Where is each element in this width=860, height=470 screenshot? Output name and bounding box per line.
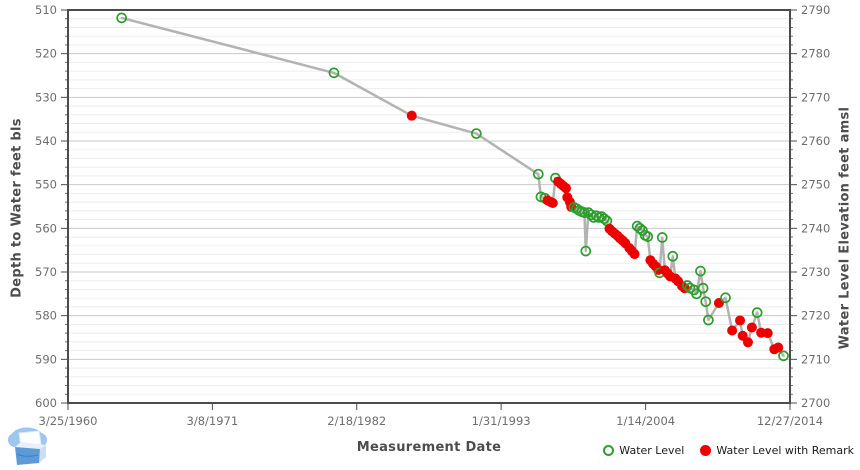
y-axis-left-tick-label: 600	[35, 396, 57, 410]
data-point-with-remark[interactable]	[742, 337, 753, 348]
y-axis-right-tick-label: 2710	[801, 352, 830, 366]
data-point[interactable]	[700, 296, 712, 308]
data-point[interactable]	[720, 292, 731, 304]
data-point-with-remark[interactable]	[713, 298, 724, 309]
y-axis-right-title: Water Level Elevation feet amsl	[837, 106, 853, 350]
data-point[interactable]	[588, 212, 600, 223]
y-axis-right-tick-label: 2740	[801, 221, 830, 235]
data-point[interactable]	[656, 232, 668, 243]
y-axis-right-tick-label: 2730	[801, 265, 830, 279]
legend-label-water-level-with-remark: Water Level with Remark	[716, 444, 854, 457]
data-point[interactable]	[691, 288, 702, 300]
y-axis-left-tick-label: 580	[35, 309, 57, 323]
data-point[interactable]	[634, 222, 646, 234]
data-point-with-remark[interactable]	[547, 198, 558, 209]
y-axis-right-tick-label: 2780	[801, 47, 830, 61]
data-point-with-remark[interactable]	[746, 322, 757, 333]
data-point[interactable]	[751, 307, 763, 318]
data-point[interactable]	[703, 314, 714, 326]
y-axis-left-tick-label: 530	[35, 90, 57, 104]
y-axis-right-tick-label: 2750	[801, 178, 830, 192]
x-axis-title: Measurement Date	[356, 440, 502, 455]
y-axis-right-tick-label: 2700	[801, 396, 830, 410]
data-point-with-remark[interactable]	[762, 328, 773, 339]
x-axis-tick-label: 3/25/1960	[39, 414, 98, 428]
x-axis-tick-label: 1/31/1993	[472, 414, 531, 428]
y-axis-right-tick-label: 2770	[801, 90, 830, 104]
data-point[interactable]	[667, 250, 679, 262]
y-axis-right-tick-label: 2720	[801, 309, 830, 323]
y-axis-left-tick-label: 590	[35, 352, 57, 366]
data-point-with-remark[interactable]	[406, 110, 417, 121]
y-axis-right-tick-label: 2790	[801, 3, 830, 17]
y-axis-left-tick-label: 520	[35, 47, 57, 61]
data-point[interactable]	[580, 245, 592, 257]
x-axis-tick-label: 3/8/1971	[187, 414, 239, 428]
y-axis-left-tick-label: 560	[35, 221, 57, 235]
data-point-with-remark[interactable]	[735, 315, 746, 326]
data-point-with-remark[interactable]	[560, 183, 571, 194]
y-axis-left-tick-label: 550	[35, 178, 57, 192]
data-point[interactable]	[695, 265, 706, 277]
y-axis-left-title: Depth to Water feet bls	[9, 118, 25, 298]
data-point[interactable]	[579, 207, 590, 218]
y-axis-left-tick-label: 540	[35, 134, 57, 148]
data-point[interactable]	[598, 213, 610, 225]
x-axis-tick-label: 2/18/1982	[327, 414, 386, 428]
legend-label-water-level: Water Level	[619, 444, 685, 457]
y-axis-right-tick-label: 2760	[801, 134, 830, 148]
data-point[interactable]	[697, 282, 709, 294]
data-point[interactable]	[642, 231, 654, 242]
x-axis-tick-label: 12/27/2014	[757, 414, 823, 428]
data-point-with-remark[interactable]	[773, 342, 784, 353]
plot-border	[67, 9, 791, 404]
legend-item-water-level-with-remark[interactable]: Water Level with Remark	[700, 444, 854, 457]
data-point[interactable]	[470, 128, 482, 139]
x-axis-tick-label: 1/14/2004	[616, 414, 675, 428]
data-point[interactable]	[778, 350, 789, 362]
legend-item-water-level[interactable]: Water Level	[603, 444, 684, 457]
data-point-with-remark[interactable]	[727, 325, 738, 336]
filled-circle-marker-icon	[700, 445, 712, 456]
data-series-line	[120, 16, 785, 358]
y-axis-left-tick-label: 570	[35, 265, 57, 279]
y-axis-left-tick-label: 510	[35, 3, 57, 17]
data-point[interactable]	[328, 67, 340, 79]
cloud-database-logo-icon	[8, 427, 47, 465]
open-circle-marker-icon	[603, 445, 615, 456]
data-point[interactable]	[532, 168, 544, 180]
data-point[interactable]	[116, 12, 128, 24]
legend: Water Level Water Level with Remark	[603, 444, 854, 457]
data-point-with-remark[interactable]	[629, 249, 640, 260]
